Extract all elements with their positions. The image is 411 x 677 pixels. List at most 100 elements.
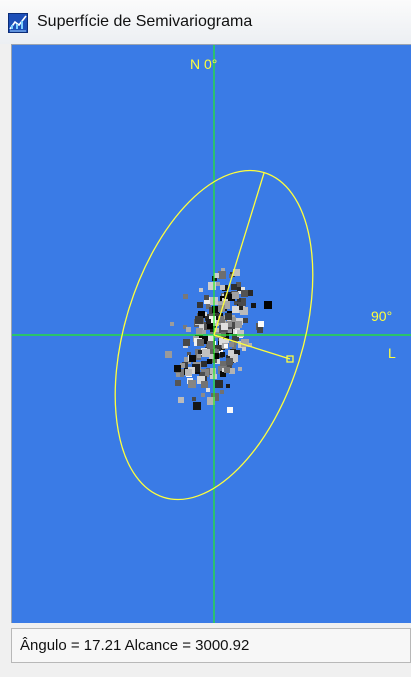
surface-cell bbox=[218, 302, 223, 307]
surface-cell bbox=[220, 361, 227, 368]
north-axis-label: N 0° bbox=[190, 56, 218, 72]
surface-cell bbox=[201, 393, 205, 397]
surface-cell bbox=[202, 330, 206, 334]
surface-cell bbox=[210, 328, 214, 332]
title-bar[interactable]: Superfície de Semivariograma bbox=[0, 0, 411, 44]
surface-cell bbox=[238, 298, 246, 306]
surface-cell bbox=[237, 287, 241, 291]
surface-cell bbox=[178, 397, 184, 403]
surface-cell bbox=[187, 352, 191, 356]
surface-cell bbox=[225, 339, 229, 343]
surface-cell bbox=[221, 268, 225, 272]
status-bar: Ângulo = 17.21 Alcance = 3000.92 bbox=[11, 628, 411, 663]
surface-cell bbox=[227, 407, 233, 413]
surface-cell bbox=[207, 341, 215, 349]
surface-cell bbox=[224, 292, 231, 299]
surface-cell bbox=[197, 354, 201, 358]
surface-cell bbox=[232, 334, 239, 341]
surface-cell bbox=[214, 297, 218, 301]
surface-cell bbox=[206, 388, 210, 392]
surface-cell bbox=[196, 328, 203, 335]
surface-cell bbox=[206, 319, 211, 324]
surface-cell bbox=[215, 345, 221, 351]
surface-cell bbox=[215, 380, 223, 388]
surface-cell bbox=[258, 321, 264, 327]
surface-cell bbox=[206, 368, 213, 375]
surface-cell bbox=[198, 311, 205, 318]
surface-cell bbox=[170, 322, 174, 326]
surface-cell bbox=[243, 318, 248, 323]
semivariogram-surface-plot[interactable]: N 0° 90° L bbox=[11, 44, 411, 623]
surface-cell bbox=[230, 354, 238, 362]
surface-cell bbox=[226, 358, 233, 365]
surface-cell bbox=[165, 351, 172, 358]
surface-cell bbox=[199, 372, 205, 378]
surface-cell bbox=[233, 269, 240, 276]
surface-cell bbox=[231, 284, 237, 290]
surface-cell bbox=[204, 295, 209, 300]
surface-cell bbox=[220, 285, 225, 290]
surface-cell bbox=[226, 384, 230, 388]
window-title: Superfície de Semivariograma bbox=[37, 13, 253, 30]
surface-cell bbox=[229, 342, 234, 347]
semivariogram-window-icon bbox=[8, 13, 28, 33]
surface-cell bbox=[208, 335, 214, 341]
surface-cell bbox=[228, 294, 235, 301]
surface-cell bbox=[212, 306, 219, 313]
surface-cell bbox=[201, 361, 207, 367]
surface-cell bbox=[214, 273, 219, 278]
surface-cell bbox=[183, 294, 188, 299]
surface-cell bbox=[192, 364, 200, 372]
surface-cell bbox=[220, 352, 225, 357]
surface-cell bbox=[197, 302, 203, 308]
surface-cell bbox=[220, 371, 226, 377]
surface-cell bbox=[183, 339, 190, 346]
surface-cell bbox=[221, 323, 228, 330]
surface-cell bbox=[215, 359, 220, 364]
surface-cell bbox=[237, 298, 241, 302]
semivariogram-surface-canvas bbox=[12, 45, 411, 623]
surface-cell bbox=[232, 292, 239, 299]
east-angle-label: 90° bbox=[371, 308, 393, 324]
surface-cell bbox=[197, 376, 205, 384]
status-angle-range-text: Ângulo = 17.21 Alcance = 3000.92 bbox=[20, 637, 250, 654]
surface-cell bbox=[240, 307, 248, 315]
major-axis-line bbox=[213, 172, 265, 336]
surface-cell bbox=[241, 339, 249, 347]
surface-cell bbox=[204, 297, 211, 304]
surface-cell bbox=[214, 328, 221, 335]
surface-cell bbox=[248, 343, 252, 347]
surface-cell bbox=[185, 369, 192, 376]
surface-cell bbox=[189, 355, 196, 362]
surface-cell bbox=[218, 271, 226, 279]
surface-cell bbox=[229, 368, 235, 374]
range-handle[interactable] bbox=[286, 355, 294, 363]
surface-cell bbox=[207, 359, 212, 364]
surface-cell bbox=[237, 304, 243, 310]
minor-axis-line bbox=[213, 334, 291, 360]
surface-cell bbox=[226, 321, 232, 327]
surface-cell bbox=[222, 301, 230, 309]
semivariogram-cells bbox=[165, 268, 272, 413]
surface-cell bbox=[238, 367, 242, 371]
surface-cell bbox=[241, 290, 248, 297]
surface-cell bbox=[242, 347, 246, 351]
surface-cell bbox=[174, 365, 181, 372]
surface-cell bbox=[210, 368, 216, 374]
surface-cell bbox=[232, 306, 239, 313]
surface-cell bbox=[201, 381, 208, 388]
surface-cell bbox=[207, 323, 213, 329]
surface-cell bbox=[206, 304, 211, 309]
surface-cell bbox=[237, 330, 244, 337]
surface-cell bbox=[224, 344, 228, 348]
surface-cell bbox=[188, 380, 196, 388]
surface-cell bbox=[209, 316, 216, 323]
surface-cell bbox=[235, 350, 240, 355]
surface-cell bbox=[234, 301, 238, 305]
surface-cell bbox=[228, 329, 232, 333]
surface-cell bbox=[175, 380, 181, 386]
surface-cell bbox=[176, 373, 180, 377]
surface-cell bbox=[180, 363, 185, 368]
surface-cell bbox=[219, 337, 227, 345]
